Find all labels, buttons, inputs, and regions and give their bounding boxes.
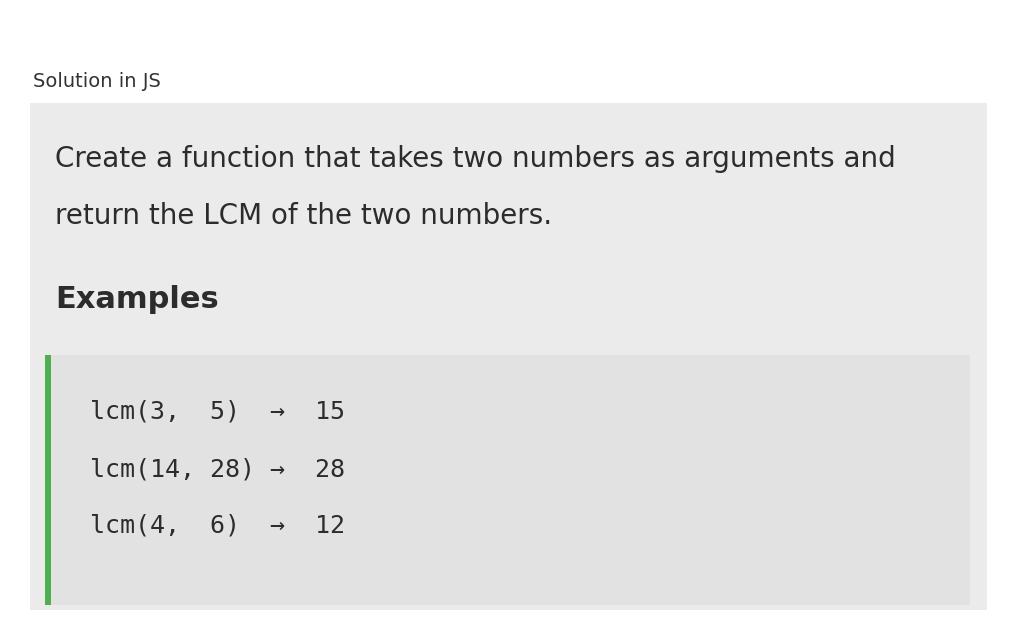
Text: Examples: Examples — [55, 285, 219, 314]
Text: Solution in JS: Solution in JS — [33, 72, 161, 91]
Text: return the LCM of the two numbers.: return the LCM of the two numbers. — [55, 202, 552, 230]
Text: lcm(3,  5)  →  15: lcm(3, 5) → 15 — [89, 400, 345, 424]
Text: Create a function that takes two numbers as arguments and: Create a function that takes two numbers… — [55, 145, 896, 173]
Bar — [45, 355, 970, 605]
Text: lcm(4,  6)  →  12: lcm(4, 6) → 12 — [89, 514, 345, 538]
Bar — [29, 103, 988, 610]
Text: lcm(14, 28) →  28: lcm(14, 28) → 28 — [89, 457, 345, 481]
Bar — [45, 355, 51, 605]
